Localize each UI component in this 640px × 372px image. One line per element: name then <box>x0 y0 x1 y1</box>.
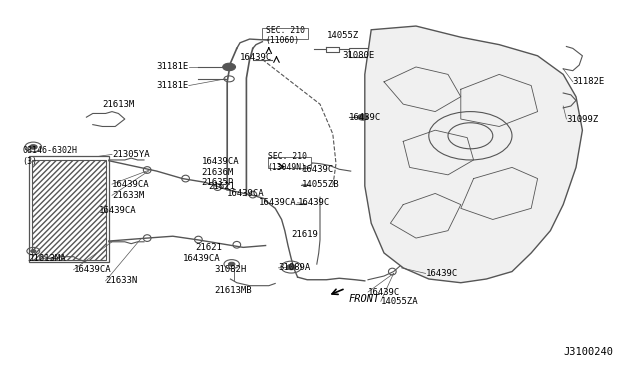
Ellipse shape <box>182 175 189 182</box>
Bar <box>262 28 308 39</box>
Bar <box>29 156 109 262</box>
Ellipse shape <box>143 235 151 241</box>
Text: 14055ZB: 14055ZB <box>302 180 340 189</box>
Text: 14055Z: 14055Z <box>326 31 358 40</box>
Text: 31181E: 31181E <box>157 62 189 71</box>
Text: 08146-6302H: 08146-6302H <box>22 146 77 155</box>
Ellipse shape <box>195 236 202 243</box>
Text: 16439CA: 16439CA <box>202 157 239 166</box>
Text: 21621: 21621 <box>195 243 222 252</box>
Text: 14055ZA: 14055ZA <box>381 297 419 306</box>
Circle shape <box>223 63 236 71</box>
Text: J3100240: J3100240 <box>563 347 613 356</box>
Text: 16439CA: 16439CA <box>112 180 150 189</box>
Circle shape <box>228 262 235 266</box>
Bar <box>349 48 374 57</box>
Circle shape <box>358 114 368 120</box>
Text: 16439CA: 16439CA <box>182 254 220 263</box>
Text: 16439CA: 16439CA <box>259 198 297 207</box>
Text: 21633N: 21633N <box>106 276 138 285</box>
Ellipse shape <box>249 191 257 198</box>
Text: 31082H: 31082H <box>214 265 246 274</box>
Text: 21613M: 21613M <box>102 100 134 109</box>
Text: 21621: 21621 <box>208 182 235 191</box>
Text: 21613MB: 21613MB <box>214 286 252 295</box>
Ellipse shape <box>143 167 151 173</box>
Ellipse shape <box>214 184 221 190</box>
Text: 31181E: 31181E <box>157 81 189 90</box>
Text: 16439C: 16439C <box>240 53 272 62</box>
Text: 16439CA: 16439CA <box>99 206 137 215</box>
Text: 31080E: 31080E <box>342 51 374 60</box>
Text: 16439CA: 16439CA <box>227 189 265 198</box>
Circle shape <box>29 145 37 149</box>
Text: 21305YA: 21305YA <box>112 150 150 159</box>
Text: 21636M: 21636M <box>202 169 234 177</box>
Text: 21619: 21619 <box>291 230 318 239</box>
Circle shape <box>287 264 296 270</box>
Text: 21635P: 21635P <box>202 178 234 187</box>
Text: (3): (3) <box>22 157 37 166</box>
Bar <box>32 160 106 260</box>
Text: 21633M: 21633M <box>112 191 144 200</box>
Text: FRONT: FRONT <box>349 295 380 304</box>
Text: 16439C: 16439C <box>368 288 400 296</box>
Text: SEC. 210
(13049N): SEC. 210 (13049N) <box>268 152 307 171</box>
Ellipse shape <box>388 268 396 275</box>
Text: 16439C: 16439C <box>302 165 334 174</box>
Text: SEC. 210
(11060): SEC. 210 (11060) <box>266 26 305 45</box>
Text: 16439C: 16439C <box>426 269 458 278</box>
Text: 31099Z: 31099Z <box>566 115 598 124</box>
Text: 21613MA: 21613MA <box>29 254 67 263</box>
Text: 16439CA: 16439CA <box>74 265 111 274</box>
Circle shape <box>31 250 36 253</box>
Text: 31182E: 31182E <box>573 77 605 86</box>
Text: 16439C: 16439C <box>349 113 381 122</box>
Text: 31089A: 31089A <box>278 263 310 272</box>
Ellipse shape <box>233 241 241 248</box>
Text: 16439C: 16439C <box>298 198 330 207</box>
Bar <box>268 157 311 168</box>
Polygon shape <box>365 26 582 283</box>
